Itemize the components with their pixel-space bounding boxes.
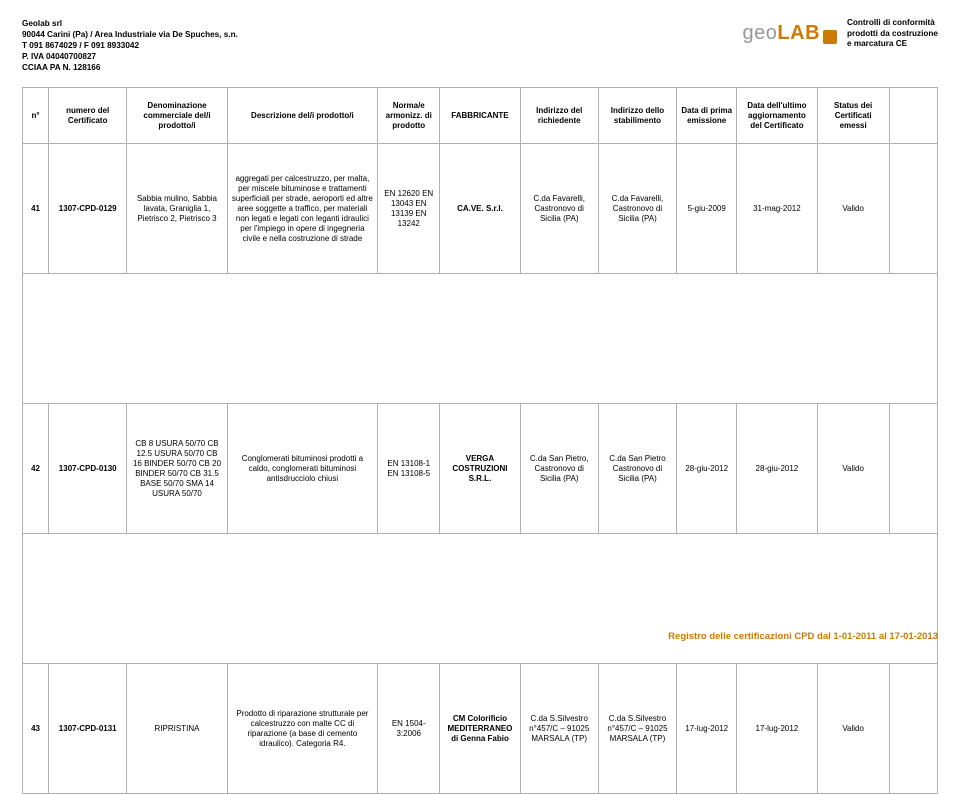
cell: 17-lug-2012 — [737, 664, 817, 794]
table-row: 411307-CPD-0129Sabbia mulino, Sabbia lav… — [23, 144, 938, 274]
cell: CM Colorificio MEDITERRANEO di Genna Fab… — [440, 664, 520, 794]
logo-square-icon — [823, 30, 837, 44]
spacer-row — [23, 534, 938, 664]
cell: aggregati per calcestruzzo, per malta, p… — [227, 144, 377, 274]
cell: EN 12620 EN 13043 EN 13139 EN 13242 — [378, 144, 440, 274]
cell: CA.VE. S.r.l. — [440, 144, 520, 274]
company-cciaa: CCIAA PA N. 128166 — [22, 62, 238, 73]
cell: Valido — [817, 404, 889, 534]
cell: CB 8 USURA 50/70 CB 12.5 USURA 50/70 CB … — [127, 404, 227, 534]
spacer-row — [23, 274, 938, 404]
cell: C.da San Pietro, Castronovo di Sicilia (… — [520, 404, 598, 534]
tagline-l3: e marcatura CE — [847, 39, 938, 50]
tagline: Controlli di conformità prodotti da cost… — [847, 18, 938, 50]
cell: VERGA COSTRUZIONI S.R.L. — [440, 404, 520, 534]
col-status: Status dei Certificati emessi — [817, 88, 889, 144]
cell: Valido — [817, 144, 889, 274]
tagline-l2: prodotti da costruzione — [847, 29, 938, 40]
cell — [889, 404, 937, 534]
table-row: 421307-CPD-0130CB 8 USURA 50/70 CB 12.5 … — [23, 404, 938, 534]
company-block: Geolab srl 90044 Carini (Pa) / Area Indu… — [22, 18, 238, 73]
cell: RIPRISTINA — [127, 664, 227, 794]
col-denom: Denominazione commerciale del/i prodotto… — [127, 88, 227, 144]
company-vat: P. IVA 04040700827 — [22, 51, 238, 62]
table-head: n° numero del Certificato Denominazione … — [23, 88, 938, 144]
company-name: Geolab srl — [22, 18, 238, 29]
cell: 31-mag-2012 — [737, 144, 817, 274]
cell: C.da Favarelli, Castronovo di Sicilia (P… — [598, 144, 676, 274]
cell: 1307-CPD-0131 — [49, 664, 127, 794]
table-body: 411307-CPD-0129Sabbia mulino, Sabbia lav… — [23, 144, 938, 794]
col-norma: Norma/e armonizz. di prodotto — [378, 88, 440, 144]
cell: 41 — [23, 144, 49, 274]
col-n: n° — [23, 88, 49, 144]
cell: EN 1504-3:2006 — [378, 664, 440, 794]
cell: Conglomerati bituminosi prodotti a caldo… — [227, 404, 377, 534]
cell: C.da San Pietro Castronovo di Sicilia (P… — [598, 404, 676, 534]
cell: C.da S.Silvestro n°457/C – 91025 MARSALA… — [598, 664, 676, 794]
col-blank — [889, 88, 937, 144]
certificates-table: n° numero del Certificato Denominazione … — [22, 87, 938, 794]
col-indrich: Indirizzo del richiedente — [520, 88, 598, 144]
cell: 28-giu-2012 — [737, 404, 817, 534]
logo: geo LAB — [743, 22, 837, 45]
cell: Prodotto di riparazione strutturale per … — [227, 664, 377, 794]
table-row: 431307-CPD-0131RIPRISTINAProdotto di rip… — [23, 664, 938, 794]
col-agg: Data dell'ultimo aggiornamento del Certi… — [737, 88, 817, 144]
col-prima: Data di prima emissione — [677, 88, 737, 144]
cell: 43 — [23, 664, 49, 794]
logo-part1: geo — [743, 22, 778, 45]
logo-part2: LAB — [777, 22, 820, 45]
cell: Sabbia mulino, Sabbia lavata, Graniglia … — [127, 144, 227, 274]
page-header: Geolab srl 90044 Carini (Pa) / Area Indu… — [22, 18, 938, 73]
cell: 1307-CPD-0129 — [49, 144, 127, 274]
col-fab: FABBRICANTE — [440, 88, 520, 144]
cell — [889, 144, 937, 274]
cell: C.da Favarelli, Castronovo di Sicilia (P… — [520, 144, 598, 274]
footer-text: Registro delle certificazioni CPD dal 1-… — [668, 631, 938, 642]
cell: C.da S.Silvestro n°457/C – 91025 MARSALA… — [520, 664, 598, 794]
cell: 1307-CPD-0130 — [49, 404, 127, 534]
col-cert: numero del Certificato — [49, 88, 127, 144]
cell: Valido — [817, 664, 889, 794]
col-desc: Descrizione del/i prodotto/i — [227, 88, 377, 144]
tagline-l1: Controlli di conformità — [847, 18, 938, 29]
cell: EN 13108-1 EN 13108-5 — [378, 404, 440, 534]
cell: 42 — [23, 404, 49, 534]
cell — [889, 664, 937, 794]
company-address: 90044 Carini (Pa) / Area Industriale via… — [22, 29, 238, 40]
header-right: geo LAB Controlli di conformità prodotti… — [743, 18, 938, 50]
cell: 28-giu-2012 — [677, 404, 737, 534]
col-indstab: Indirizzo dello stabilimento — [598, 88, 676, 144]
cell: 5-giu-2009 — [677, 144, 737, 274]
company-phone: T 091 8674029 / F 091 8933042 — [22, 40, 238, 51]
cell: 17-lug-2012 — [677, 664, 737, 794]
